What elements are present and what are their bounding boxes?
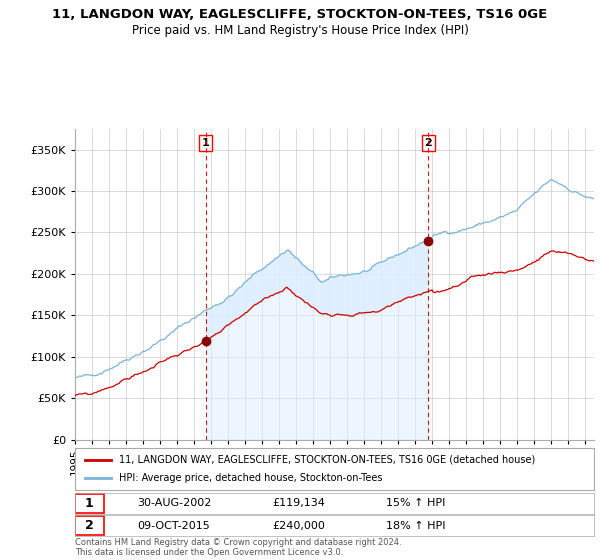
FancyBboxPatch shape: [75, 494, 104, 513]
FancyBboxPatch shape: [75, 516, 104, 535]
Text: 18% ↑ HPI: 18% ↑ HPI: [386, 521, 446, 531]
Text: 15% ↑ HPI: 15% ↑ HPI: [386, 498, 446, 508]
Text: 2: 2: [85, 519, 94, 533]
Text: Contains HM Land Registry data © Crown copyright and database right 2024.
This d: Contains HM Land Registry data © Crown c…: [75, 538, 401, 557]
Text: Price paid vs. HM Land Registry's House Price Index (HPI): Price paid vs. HM Land Registry's House …: [131, 24, 469, 36]
Text: 11, LANGDON WAY, EAGLESCLIFFE, STOCKTON-ON-TEES, TS16 0GE: 11, LANGDON WAY, EAGLESCLIFFE, STOCKTON-…: [52, 8, 548, 21]
Text: 09-OCT-2015: 09-OCT-2015: [137, 521, 210, 531]
Text: £240,000: £240,000: [272, 521, 325, 531]
Text: 1: 1: [202, 138, 209, 148]
Text: HPI: Average price, detached house, Stockton-on-Tees: HPI: Average price, detached house, Stoc…: [119, 473, 383, 483]
Text: 1: 1: [85, 497, 94, 510]
Text: £119,134: £119,134: [272, 498, 325, 508]
Text: 11, LANGDON WAY, EAGLESCLIFFE, STOCKTON-ON-TEES, TS16 0GE (detached house): 11, LANGDON WAY, EAGLESCLIFFE, STOCKTON-…: [119, 455, 535, 465]
Text: 30-AUG-2002: 30-AUG-2002: [137, 498, 212, 508]
Text: 2: 2: [425, 138, 433, 148]
